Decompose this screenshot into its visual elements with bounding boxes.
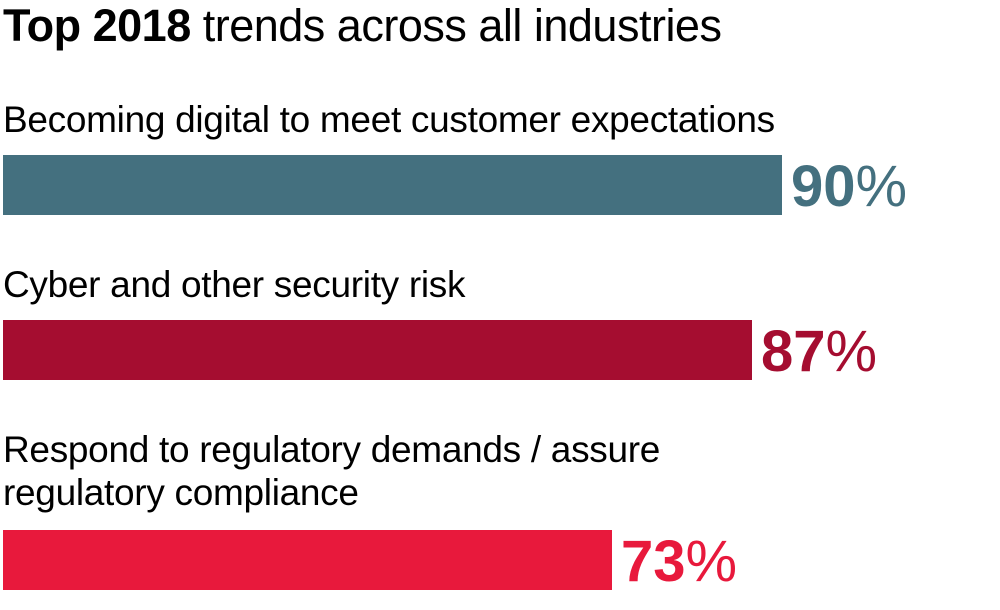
chart-title-rest: trends across all industries xyxy=(190,0,722,51)
chart-title: Top 2018 trends across all industries xyxy=(3,0,722,52)
value-label: 73% xyxy=(621,532,737,592)
value-label: 90% xyxy=(791,157,907,217)
category-label: Cyber and other security risk xyxy=(3,264,466,305)
bar xyxy=(3,155,782,215)
value-label: 87% xyxy=(761,322,877,382)
percent-sign: % xyxy=(855,154,908,219)
value-number: 73 xyxy=(621,529,686,594)
percent-sign: % xyxy=(825,319,878,384)
percent-sign: % xyxy=(685,529,738,594)
bar xyxy=(3,530,612,590)
bar xyxy=(3,320,752,380)
chart-title-bold: Top 2018 xyxy=(3,0,191,51)
value-number: 90 xyxy=(791,154,856,219)
category-label: Respond to regulatory demands / assure r… xyxy=(3,429,661,513)
value-number: 87 xyxy=(761,319,826,384)
category-label: Becoming digital to meet customer expect… xyxy=(3,99,775,140)
